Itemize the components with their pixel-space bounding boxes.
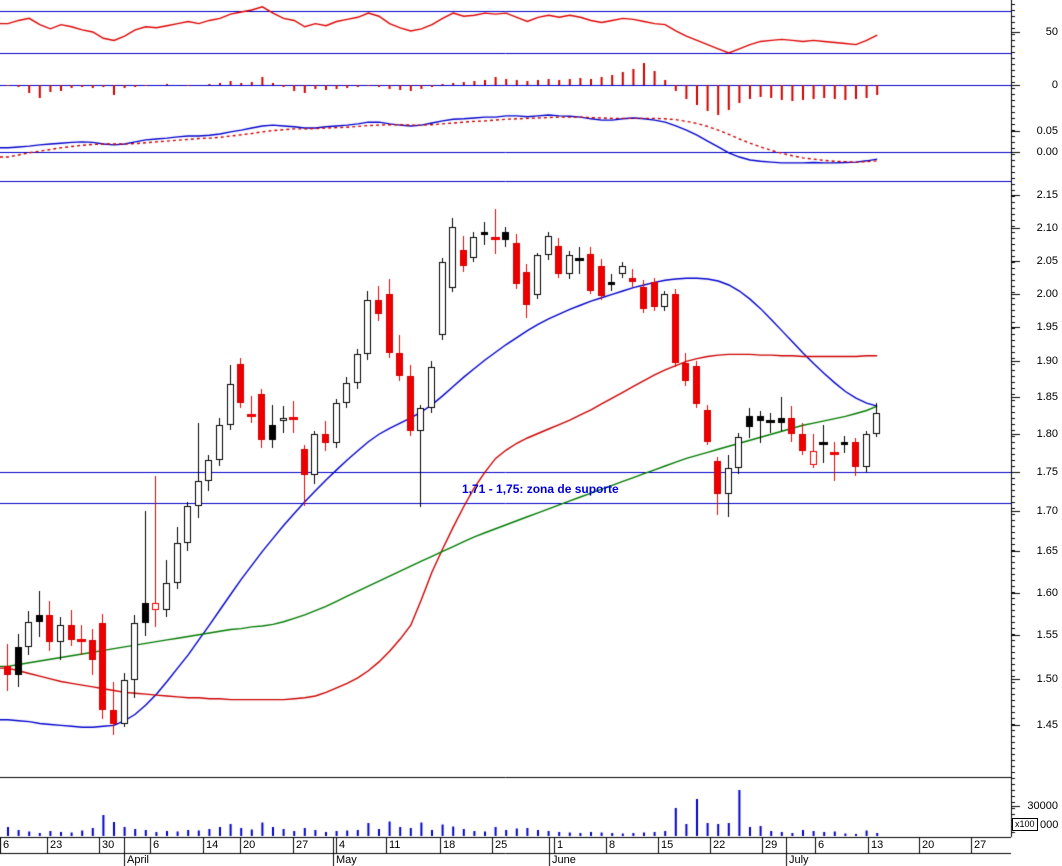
y-axis-label: 1.65: [1036, 545, 1058, 557]
y-axis-label: 2.00: [1036, 288, 1058, 300]
y-axis-label: 0.05: [1036, 125, 1058, 137]
date-tick-label: 6: [818, 839, 825, 851]
date-tick-label: 6: [3, 839, 10, 851]
date-tick-label: 11: [389, 839, 401, 851]
y-axis-label: 1.45: [1036, 719, 1058, 731]
month-label: April: [127, 854, 150, 866]
date-tick-label: 23: [50, 839, 63, 851]
y-axis-label: 1.95: [1036, 321, 1058, 333]
support-zone-annotation: 1,71 - 1,75: zona de suporte: [462, 482, 619, 496]
date-tick-label: 18: [443, 839, 456, 851]
date-tick-label: 13: [871, 839, 884, 851]
date-tick-label: 20: [243, 839, 256, 851]
y-axis-label: 0: [1051, 79, 1058, 91]
y-axis-label: 0.00: [1036, 146, 1058, 158]
month-label: June: [552, 854, 576, 866]
date-tick-label: 27: [296, 839, 309, 851]
y-axis-label: 2.10: [1036, 222, 1058, 234]
volume-axis-partial-label: 000: [1040, 819, 1059, 831]
y-axis-label: 1.90: [1036, 355, 1058, 367]
y-axis-label: 2.05: [1036, 255, 1058, 267]
y-axis-label: 1.50: [1036, 673, 1058, 685]
date-tick-label: 1: [557, 839, 564, 851]
date-tick-label: 20: [922, 839, 935, 851]
date-tick-label: 4: [339, 839, 346, 851]
y-axis-label: 1.75: [1036, 466, 1058, 478]
y-axis-label: 1.85: [1036, 391, 1058, 403]
month-label: May: [336, 854, 357, 866]
date-tick-label: 22: [713, 839, 726, 851]
y-axis-label: 50: [1045, 26, 1058, 38]
date-tick-label: 6: [153, 839, 160, 851]
date-tick-label: 8: [609, 839, 616, 851]
y-axis-label: 1.70: [1036, 505, 1058, 517]
y-axis-label: 2.15: [1036, 189, 1058, 201]
date-tick-label: 25: [495, 839, 508, 851]
y-axis-label: 1.55: [1036, 629, 1058, 641]
date-tick-label: 27: [974, 839, 987, 851]
date-tick-label: 29: [765, 839, 778, 851]
month-label: July: [789, 854, 809, 866]
y-axis-label: 30000: [1027, 800, 1058, 812]
y-axis-label: 1.80: [1036, 428, 1058, 440]
date-tick-label: 14: [206, 839, 219, 851]
volume-multiplier-badge: x100: [1012, 818, 1038, 831]
y-axis-label: 1.60: [1036, 587, 1058, 599]
date-tick-label: 15: [661, 839, 674, 851]
date-tick-label: 30: [102, 839, 115, 851]
